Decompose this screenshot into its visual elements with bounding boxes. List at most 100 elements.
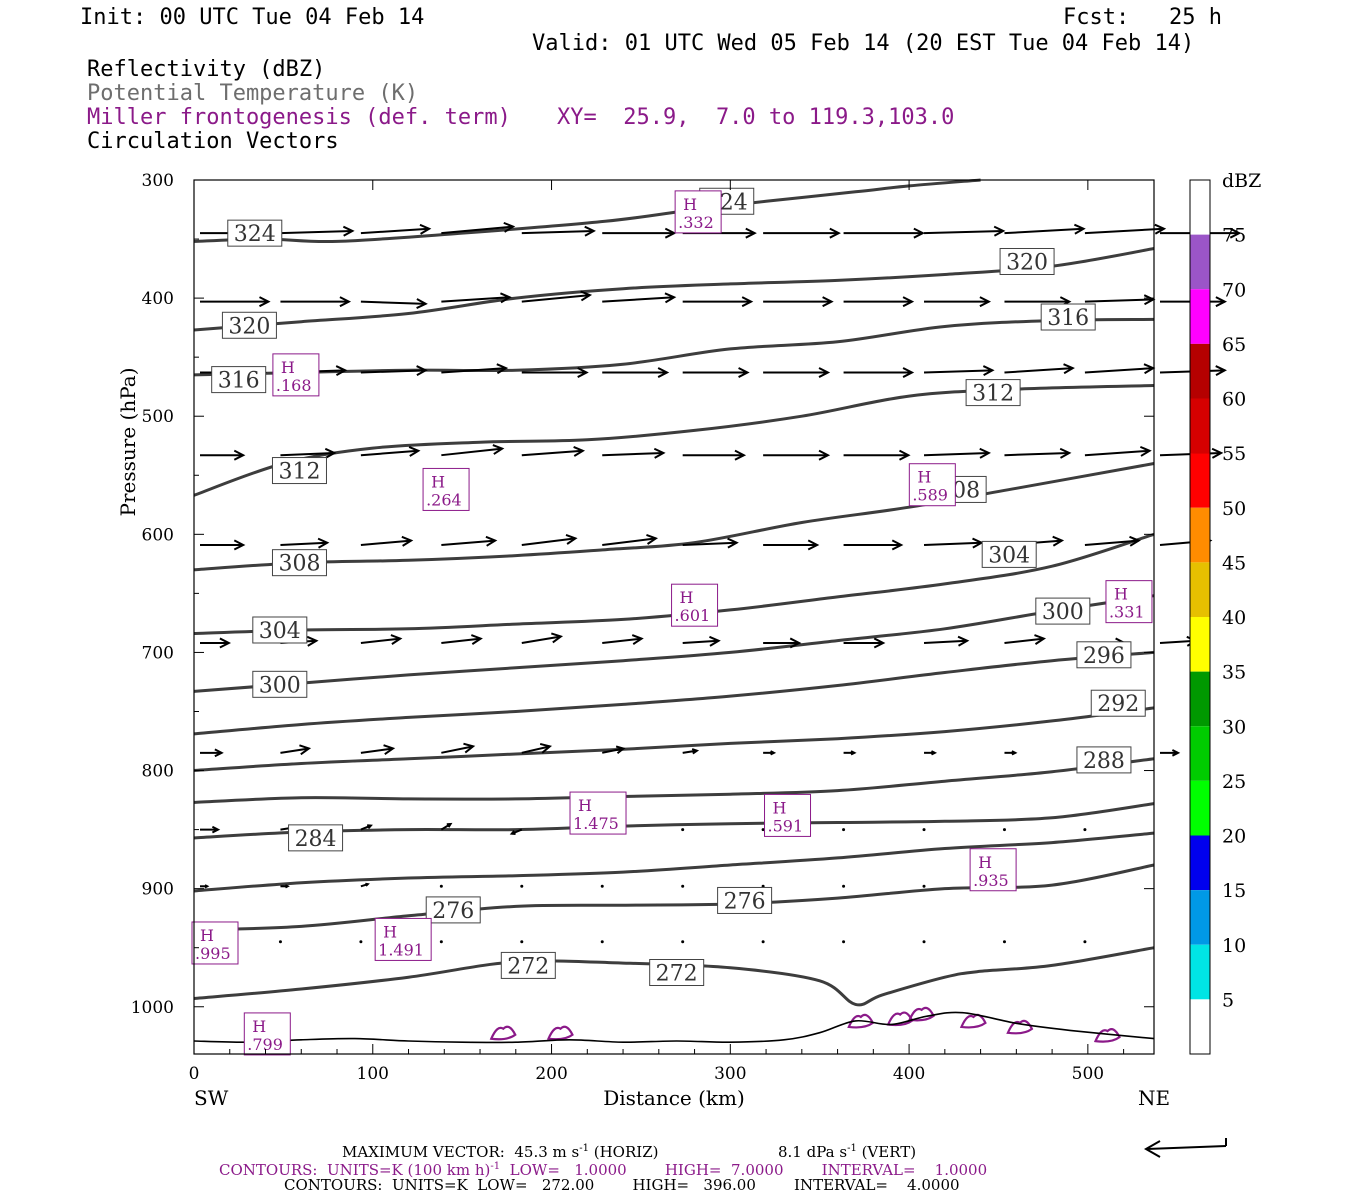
fgen-label: H	[281, 358, 295, 377]
vector-head	[818, 367, 831, 378]
colorbar-label: 30	[1222, 716, 1246, 738]
fgen-label: H	[200, 926, 214, 945]
vector-head	[584, 225, 596, 237]
vector-head	[1154, 223, 1167, 235]
fgen-value: .168	[276, 376, 312, 395]
fgen-box	[908, 463, 956, 507]
theta-label-box	[252, 670, 308, 698]
colorbar-label: 60	[1222, 389, 1246, 411]
vector-shaft	[441, 225, 514, 235]
vector-head	[979, 296, 992, 308]
theta-label: 296	[1083, 644, 1125, 669]
theta-label: 304	[988, 543, 1030, 568]
vector-shaft	[360, 539, 412, 546]
vector-shaft	[280, 747, 310, 754]
vector-head	[1215, 296, 1228, 308]
vector-shaft	[521, 294, 590, 303]
theta-label-box	[288, 824, 344, 852]
colorbar-segment	[1190, 726, 1210, 781]
theta-label-box	[1076, 641, 1132, 669]
x-axis-label: Distance (km)	[603, 1086, 745, 1110]
vector-head	[979, 447, 991, 459]
vector-shaft	[441, 637, 481, 644]
y-tick-label: 500	[142, 407, 174, 427]
theta-label-box	[649, 959, 705, 987]
colorbar-segment	[1190, 617, 1210, 672]
vector-head	[993, 225, 1006, 237]
fgen-box	[569, 791, 627, 835]
vector-dot	[922, 940, 926, 944]
vector-head	[789, 637, 802, 649]
vector-head	[931, 750, 938, 756]
vector-shaft	[1084, 227, 1165, 235]
theta-label-box	[981, 540, 1037, 568]
vector-shaft	[923, 451, 989, 457]
vector-head	[829, 227, 841, 239]
vector-head	[214, 748, 224, 758]
vector-shaft	[1004, 227, 1084, 235]
init-time: Init: 00 UTC Tue 04 Feb 14	[80, 5, 425, 30]
vector-shaft	[602, 296, 675, 303]
vector-head	[324, 447, 337, 459]
vector-head	[492, 444, 505, 455]
theta-contour-272	[193, 946, 1155, 1007]
reflectivity-echo	[908, 1006, 935, 1022]
vector-shaft	[923, 229, 1004, 235]
vector-head	[1211, 447, 1224, 459]
vector-head	[204, 884, 210, 889]
colorbar-label: 15	[1222, 880, 1246, 902]
fgen-label: H	[680, 588, 694, 607]
vector-head	[299, 744, 312, 756]
reflectivity-echo	[489, 1025, 517, 1041]
vector-head	[1139, 445, 1152, 457]
theta-label: 284	[295, 827, 337, 852]
vector-head	[551, 632, 564, 644]
theta-label-box	[717, 886, 773, 914]
vector-shaft	[923, 639, 968, 644]
vector-head	[653, 447, 666, 459]
vector-shaft	[521, 229, 594, 235]
fgen-label: H	[978, 853, 992, 872]
fgen-value: .799	[247, 1035, 283, 1054]
vector-shaft	[1004, 451, 1070, 457]
colorbar-label: 20	[1222, 826, 1246, 848]
vector-head	[1143, 294, 1156, 306]
vector-head	[902, 367, 915, 378]
footer-vert: 8.1 dPa s-1 (VERT)	[778, 1143, 917, 1161]
colorbar-label: 35	[1222, 662, 1246, 684]
vector-head	[284, 884, 290, 889]
colorbar-label: 75	[1222, 225, 1246, 247]
x-end-left: SW	[194, 1086, 229, 1110]
vector-head	[383, 744, 396, 755]
colorbar-segment	[1190, 234, 1210, 290]
fgen-box	[374, 917, 432, 961]
vector-head	[691, 748, 700, 755]
vector-shaft	[521, 745, 551, 754]
x-tick-label: 300	[714, 1064, 746, 1084]
vector-dot	[842, 940, 846, 944]
vector-head	[446, 822, 453, 828]
fgen-label: H	[383, 922, 397, 941]
vector-head	[539, 742, 553, 754]
fgen-box	[243, 1012, 291, 1056]
vector-shaft	[923, 541, 982, 546]
axes: 300 400 500 600 700 800 900 1000 0 100 200 300 400 50…	[116, 171, 1170, 1110]
colorbar-segment	[1190, 999, 1210, 1054]
y-tick-label: 900	[142, 880, 174, 900]
vector-head	[664, 292, 677, 304]
footer-contours-fgen: CONTOURS: UNITS=K (100 km h)-1 LOW= 1.00…	[219, 1161, 988, 1179]
vector-head	[565, 534, 578, 545]
colorbar-segment	[1190, 507, 1210, 563]
vector-head	[631, 634, 644, 645]
fgen-value: .995	[195, 944, 231, 963]
vector-dot	[761, 828, 765, 832]
vector-shaft	[682, 639, 719, 644]
vector-head	[1129, 535, 1141, 547]
vector-shaft	[682, 541, 737, 546]
vector-dot	[1002, 828, 1006, 832]
fgen-value: .935	[973, 871, 1009, 890]
reference-vector-shaft	[1146, 1145, 1227, 1150]
vector-head	[1034, 634, 1047, 645]
theta-label-box	[1040, 303, 1096, 331]
theta-label: 316	[218, 369, 260, 394]
